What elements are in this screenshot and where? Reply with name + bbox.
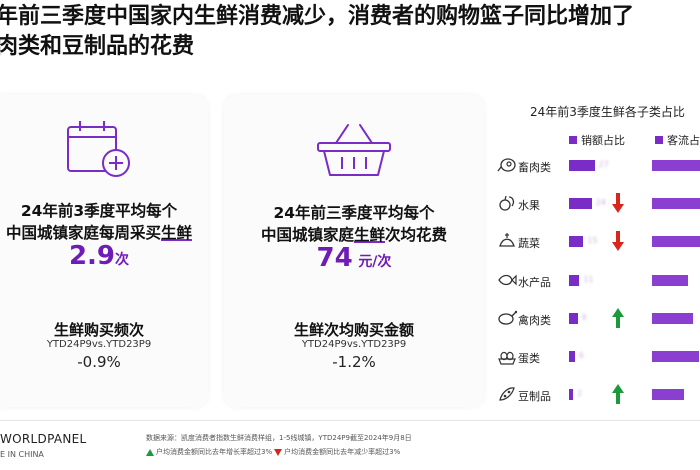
frequency-description: 24年前3季度平均每个 中国城镇家庭每周采买生鲜 — [5, 202, 193, 242]
frequency-change: -0.9% — [77, 353, 121, 371]
category-label: 畜肉类 — [518, 161, 551, 174]
decrease-arrow-icon — [611, 192, 625, 214]
frequency-subtitle: 生鲜购买频次 — [53, 321, 144, 339]
frequency-period: YTD24P9vs.YTD23P9 — [46, 339, 152, 350]
sales-share-value: 2 — [577, 389, 583, 398]
spend-period: YTD24P9vs.YTD23P9 — [301, 339, 407, 350]
calendar-plus-icon — [0, 117, 208, 181]
traffic-share-bar — [652, 236, 700, 247]
brand-subtext: E IN CHINA — [0, 450, 44, 459]
sales-share-bar — [569, 275, 580, 286]
data-source: 数据来源：凯度消费者指数生鲜消费样组，1-5线城镇，YTD24P9截至2024年… — [146, 434, 412, 442]
poultry-icon — [497, 308, 518, 328]
traffic-share-bar — [652, 313, 693, 324]
sales-share-bar — [569, 351, 575, 362]
sales-share-bar — [569, 198, 592, 209]
sales-share-value: 15 — [587, 236, 598, 245]
sales-share-value: 24 — [595, 198, 606, 207]
legend-traffic-swatch — [655, 136, 663, 144]
sales-share-bar — [569, 313, 578, 324]
sales-share-value: 9 — [581, 313, 587, 322]
traffic-share-bar — [652, 351, 699, 362]
egg-icon — [497, 346, 517, 366]
sales-share-bar — [569, 236, 584, 247]
category-label: 水产品 — [518, 276, 551, 289]
title-line-1: 年前三季度中国家内生鲜消费减少，消费者的购物篮子同比增加了 — [0, 4, 635, 29]
frequency-value: 2.9次 — [68, 241, 130, 271]
footer-divider — [0, 420, 700, 421]
decrease-arrow-icon — [611, 230, 625, 252]
soybean-icon — [497, 384, 517, 404]
traffic-share-bar — [652, 160, 700, 171]
spend-card: 24年前三季度平均每个 中国城镇家庭生鲜次均花费 74 元/次 生鲜次均购买金额… — [224, 95, 484, 407]
shopping-basket-icon — [224, 119, 484, 181]
fish-icon — [497, 270, 517, 290]
sales-share-bar — [569, 389, 573, 400]
page-title: 年前三季度中国家内生鲜消费减少，消费者的购物篮子同比增加了 肉类和豆制品的花费 — [0, 2, 700, 62]
spend-description: 24年前三季度平均每个 中国城镇家庭生鲜次均花费 — [260, 204, 448, 244]
sales-share-value: 6 — [578, 351, 584, 360]
meat-icon — [497, 155, 517, 175]
category-label: 水果 — [518, 199, 540, 212]
sales-share-value: 27 — [598, 160, 609, 169]
fruit-icon — [497, 193, 517, 213]
up-arrow-icon — [146, 448, 154, 456]
down-arrow-icon — [274, 448, 283, 456]
legend-notes: 户均消费金额同比去年增长率超过3% 户均消费金额同比去年减少率超过3% — [146, 447, 400, 457]
category-label: 蛋类 — [518, 352, 540, 365]
traffic-share-bar — [652, 389, 684, 400]
sales-share-value: 11 — [583, 275, 594, 284]
spend-subtitle: 生鲜次均购买金额 — [293, 321, 414, 339]
chart-title: 24年前3季度生鲜各子类占比 — [530, 105, 685, 119]
increase-arrow-icon — [611, 383, 625, 405]
sales-share-bar — [569, 160, 595, 171]
traffic-share-bar — [652, 198, 700, 209]
frequency-card: 24年前3季度平均每个 中国城镇家庭每周采买生鲜 2.9次 生鲜购买频次 YTD… — [0, 95, 208, 407]
legend-traffic: 客流占比 — [655, 132, 700, 148]
legend-sales-swatch — [569, 136, 577, 144]
spend-change: -1.2% — [332, 353, 376, 371]
category-label: 蔬菜 — [518, 237, 540, 250]
vegetable-icon — [497, 231, 517, 251]
category-label: 禽肉类 — [518, 314, 551, 327]
increase-arrow-icon — [611, 307, 625, 329]
legend-sales: 销额占比 — [569, 132, 625, 148]
spend-value: 74 元/次 — [316, 243, 392, 273]
category-label: 豆制品 — [518, 390, 551, 403]
title-line-2: 肉类和豆制品的花费 — [0, 34, 195, 59]
traffic-share-bar — [652, 275, 688, 286]
brand-logo-text: WORLDPANEL — [0, 432, 87, 446]
